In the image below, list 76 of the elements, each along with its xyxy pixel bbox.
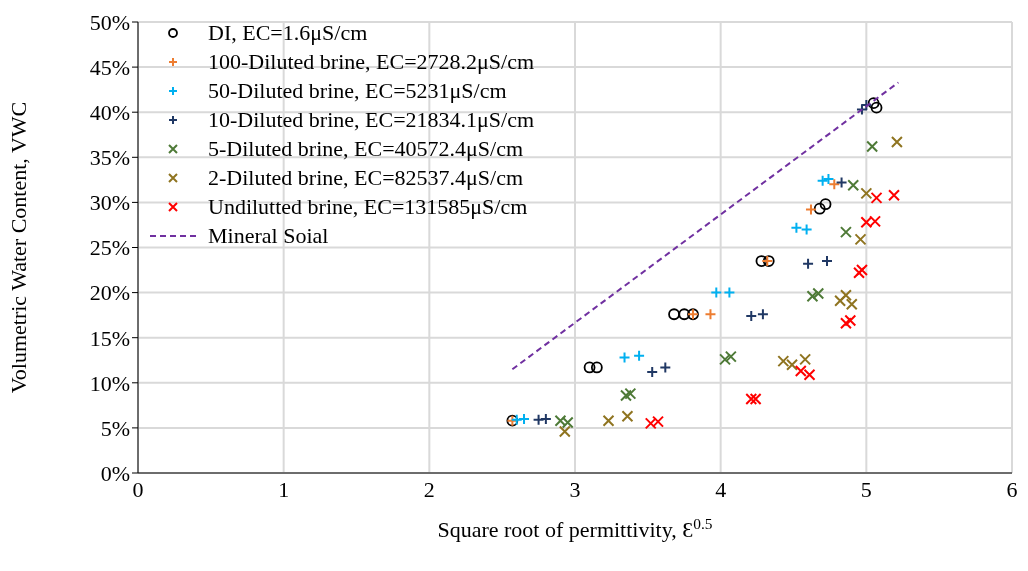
- point: [854, 233, 867, 246]
- x-tick-label: 5: [860, 476, 872, 502]
- point: [756, 308, 769, 321]
- point: [710, 286, 723, 299]
- point: [678, 308, 691, 321]
- point: [867, 97, 880, 110]
- point: [870, 101, 883, 114]
- point: [618, 351, 631, 364]
- point: [704, 308, 717, 321]
- point: [602, 414, 615, 427]
- y-axis-title: Volumetric Water Content, VWC: [5, 101, 31, 394]
- point: [888, 189, 901, 202]
- point: [723, 286, 736, 299]
- point: [668, 308, 680, 321]
- y-tick-label: 35%: [89, 145, 130, 171]
- y-tick-label: 15%: [89, 325, 130, 351]
- point: [749, 393, 762, 406]
- point: [839, 226, 852, 239]
- point: [855, 103, 868, 116]
- y-tick-label: 45%: [89, 54, 130, 80]
- legend-label: 100-Diluted brine, EC=2728.2μS/cm: [208, 48, 535, 76]
- point: [800, 223, 813, 236]
- point: [860, 187, 873, 200]
- point: [510, 413, 523, 426]
- y-tick-label: 40%: [89, 100, 130, 126]
- point: [835, 176, 848, 189]
- point: [816, 174, 829, 187]
- point: [590, 361, 603, 374]
- legend-label: Mineral Soial: [208, 222, 329, 250]
- point: [802, 257, 815, 270]
- point: [806, 290, 819, 303]
- x-tick-label: 1: [278, 476, 290, 502]
- point: [719, 353, 732, 366]
- x-tick-label: 4: [715, 476, 727, 502]
- point: [828, 178, 841, 191]
- point: [659, 361, 672, 374]
- point: [724, 350, 737, 363]
- point: [532, 413, 545, 426]
- y-tick-label: 30%: [89, 190, 130, 216]
- point: [621, 410, 634, 423]
- x-tick-label: 0: [132, 476, 144, 502]
- point: [812, 287, 825, 300]
- point: [633, 349, 646, 362]
- point: [844, 314, 857, 327]
- x-tick-label: 6: [1006, 476, 1018, 502]
- point: [619, 389, 632, 402]
- y-tick-label: 5%: [100, 415, 130, 441]
- y-tick-label: 20%: [89, 280, 130, 306]
- point: [847, 179, 860, 192]
- x-tick-label: 3: [569, 476, 581, 502]
- point: [813, 202, 826, 215]
- x-tick-label: 2: [423, 476, 435, 502]
- point: [624, 387, 637, 400]
- legend-label: Undilutted brine, EC=131585μS/cm: [208, 193, 528, 221]
- point: [790, 221, 803, 234]
- point: [558, 425, 571, 438]
- legend-label: 5-Diluted brine, EC=40572.4μS/cm: [208, 135, 524, 163]
- point: [799, 353, 812, 366]
- point: [839, 317, 852, 330]
- point: [819, 198, 832, 211]
- y-tick-label: 25%: [89, 235, 130, 261]
- legend-label: 2-Diluted brine, EC=82537.4μS/cm: [208, 164, 524, 192]
- point: [866, 140, 879, 153]
- point: [755, 255, 768, 267]
- y-tick-label: 50%: [89, 9, 130, 35]
- point: [890, 135, 903, 148]
- y-tick-label: 0%: [100, 460, 130, 486]
- point: [839, 289, 852, 302]
- point: [583, 361, 596, 374]
- legend-label: 10-Diluted brine, EC=21834.1μS/cm: [208, 106, 535, 134]
- y-tick-label: 10%: [89, 370, 130, 396]
- point: [870, 191, 883, 204]
- legend-label: DI, EC=1.6μS/cm: [208, 19, 368, 47]
- legend-label: 50-Diluted brine, EC=5231μS/cm: [208, 77, 507, 105]
- x-axis-title: Square root of permittivity, Ɛ$^{0.5}$: [437, 514, 713, 542]
- point: [745, 393, 758, 406]
